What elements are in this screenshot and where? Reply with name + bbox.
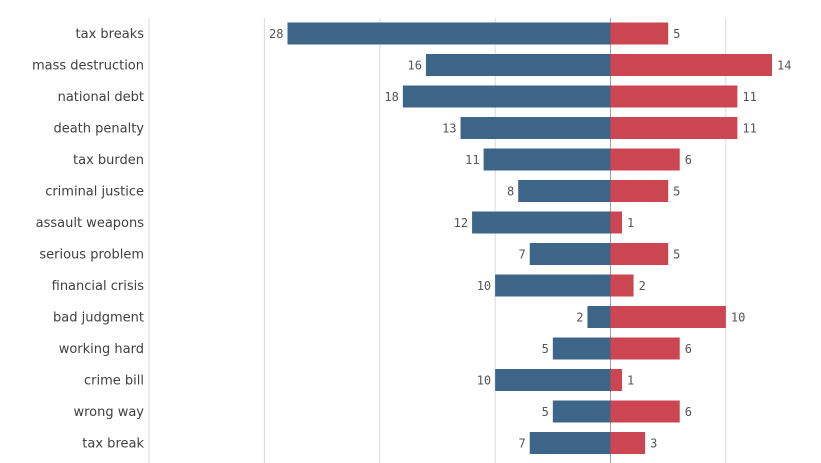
bar-right [610, 117, 738, 139]
category-label: crime bill [84, 374, 144, 389]
value-label-left: 10 [477, 279, 491, 293]
bar-right [610, 400, 680, 423]
category-label: financial crisis [52, 279, 145, 294]
value-label-right: 1 [627, 374, 634, 388]
value-label-right: 6 [685, 342, 692, 356]
bar-left [402, 85, 611, 108]
category-label: tax burden [73, 153, 144, 168]
bars [287, 22, 772, 454]
value-label-left: 12 [454, 216, 468, 230]
bar-left [552, 400, 611, 423]
bar-right [610, 22, 669, 45]
category-label: assault weapons [36, 216, 145, 231]
bar-right [610, 211, 623, 234]
bar-right [610, 306, 726, 328]
bar-right [610, 274, 634, 297]
category-label: tax break [82, 437, 144, 452]
category-label: bad judgment [53, 311, 144, 326]
value-label-left: 13 [442, 122, 456, 136]
bar-left [460, 117, 611, 139]
value-label-right: 11 [742, 122, 756, 136]
bar-left [518, 180, 611, 202]
bar-right [610, 85, 738, 108]
value-label-right: 11 [742, 90, 756, 104]
bar-left [529, 432, 611, 454]
value-label-right: 2 [639, 279, 646, 293]
bar-left [483, 148, 611, 171]
value-label-right: 5 [673, 27, 680, 41]
bar-left [529, 243, 611, 265]
value-label-left: 7 [519, 437, 526, 451]
bar-right [610, 432, 646, 454]
value-label-left: 5 [542, 405, 549, 419]
bar-left [552, 337, 611, 360]
category-label: criminal justice [45, 185, 144, 200]
value-label-right: 5 [673, 248, 680, 262]
bar-right [610, 148, 680, 171]
bar-right [610, 54, 772, 76]
value-label-left: 7 [519, 248, 526, 262]
gridlines [148, 18, 727, 463]
value-label-left: 18 [384, 90, 398, 104]
category-label: death penalty [53, 122, 144, 137]
bar-left [425, 54, 611, 76]
value-label-right: 3 [650, 437, 657, 451]
value-label-left: 28 [269, 27, 283, 41]
value-label-right: 6 [685, 153, 692, 167]
value-label-right: 5 [673, 185, 680, 199]
category-label: working hard [59, 342, 144, 357]
bar-right [610, 243, 669, 265]
category-label: serious problem [39, 248, 144, 263]
category-label: national debt [58, 90, 144, 105]
bar-right [610, 180, 669, 202]
bar-left [287, 22, 611, 45]
category-label: wrong way [73, 405, 144, 420]
value-label-right: 10 [731, 311, 745, 325]
value-label-left: 10 [477, 374, 491, 388]
bar-right [610, 369, 623, 391]
value-label-right: 14 [777, 59, 791, 73]
category-label: tax breaks [76, 27, 145, 42]
value-label-left: 8 [507, 185, 514, 199]
bar-left [495, 274, 611, 297]
value-label-left: 16 [407, 59, 421, 73]
bar-right [610, 337, 680, 360]
bar-left [587, 306, 611, 328]
value-label-right: 6 [685, 405, 692, 419]
value-label-left: 11 [465, 153, 479, 167]
bar-left [495, 369, 611, 391]
value-label-left: 5 [542, 342, 549, 356]
bar-left [472, 211, 611, 234]
category-label: mass destruction [32, 59, 144, 74]
value-label-left: 2 [576, 311, 583, 325]
value-label-right: 1 [627, 216, 634, 230]
